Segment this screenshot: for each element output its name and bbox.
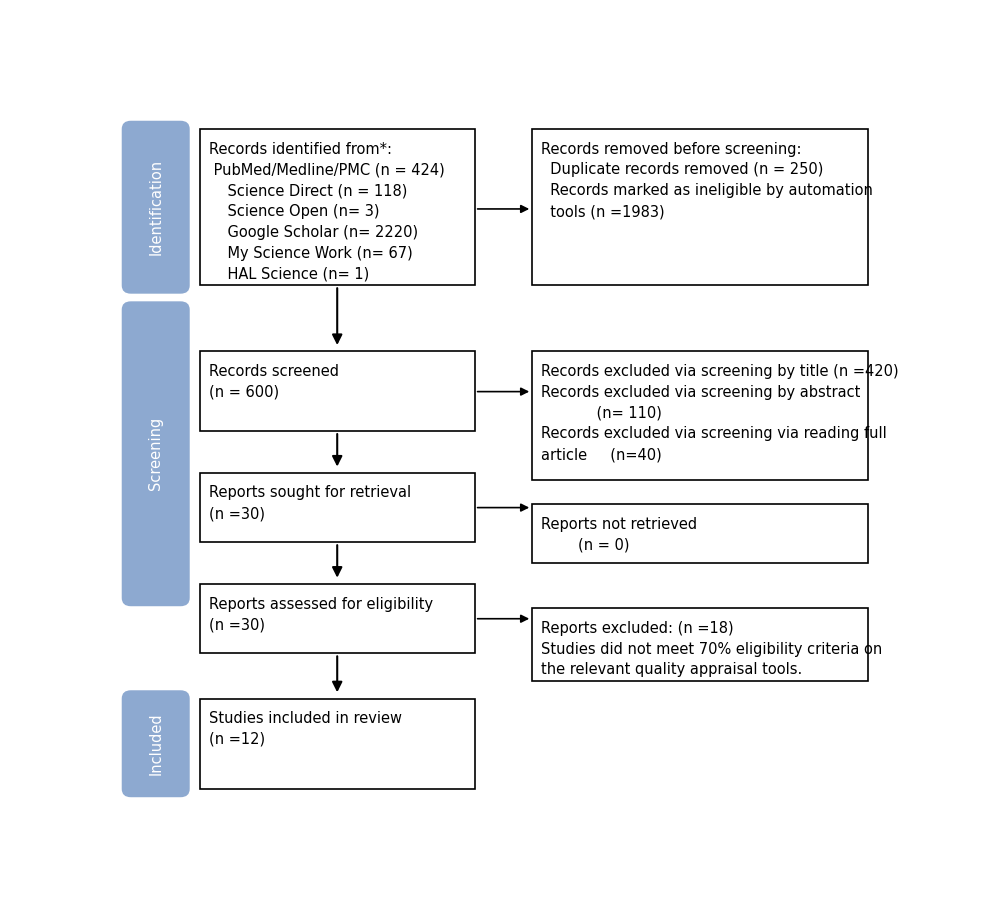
- Text: My Science Work (n= 67): My Science Work (n= 67): [209, 245, 412, 261]
- Text: (n =12): (n =12): [209, 732, 265, 747]
- Text: Records excluded via screening by title (n =420): Records excluded via screening by title …: [541, 364, 899, 379]
- FancyBboxPatch shape: [121, 301, 189, 606]
- Text: Reports assessed for eligibility: Reports assessed for eligibility: [209, 596, 433, 612]
- FancyBboxPatch shape: [121, 121, 189, 294]
- Text: Studies included in review: Studies included in review: [209, 711, 402, 726]
- Text: Screening: Screening: [148, 417, 164, 491]
- Text: Records excluded via screening via reading full: Records excluded via screening via readi…: [541, 427, 887, 441]
- FancyBboxPatch shape: [121, 690, 189, 797]
- Text: Duplicate records removed (n = 250): Duplicate records removed (n = 250): [541, 162, 823, 178]
- Text: Records identified from*:: Records identified from*:: [209, 142, 391, 157]
- Text: PubMed/Medline/PMC (n = 424): PubMed/Medline/PMC (n = 424): [209, 162, 445, 178]
- Text: (n= 110): (n= 110): [541, 406, 663, 420]
- Text: Records marked as ineligible by automation: Records marked as ineligible by automati…: [541, 183, 874, 198]
- FancyBboxPatch shape: [199, 698, 474, 789]
- FancyBboxPatch shape: [199, 129, 474, 285]
- Text: Studies did not meet 70% eligibility criteria on: Studies did not meet 70% eligibility cri…: [541, 641, 882, 657]
- Text: Reports sought for retrieval: Reports sought for retrieval: [209, 485, 411, 501]
- Text: Google Scholar (n= 2220): Google Scholar (n= 2220): [209, 225, 418, 240]
- FancyBboxPatch shape: [199, 473, 474, 542]
- FancyBboxPatch shape: [532, 608, 869, 681]
- Text: HAL Science (n= 1): HAL Science (n= 1): [209, 267, 369, 281]
- FancyBboxPatch shape: [199, 352, 474, 431]
- Text: Reports excluded: (n =18): Reports excluded: (n =18): [541, 621, 734, 636]
- Text: Science Open (n= 3): Science Open (n= 3): [209, 204, 380, 219]
- FancyBboxPatch shape: [199, 584, 474, 653]
- Text: Records screened: Records screened: [209, 364, 339, 379]
- Text: article     (n=40): article (n=40): [541, 447, 662, 462]
- Text: (n =30): (n =30): [209, 617, 265, 632]
- FancyBboxPatch shape: [532, 352, 869, 480]
- Text: (n = 0): (n = 0): [541, 538, 630, 552]
- Text: Records removed before screening:: Records removed before screening:: [541, 142, 802, 157]
- Text: the relevant quality appraisal tools.: the relevant quality appraisal tools.: [541, 662, 803, 677]
- Text: Reports not retrieved: Reports not retrieved: [541, 517, 697, 531]
- Text: tools (n =1983): tools (n =1983): [541, 204, 665, 219]
- FancyBboxPatch shape: [532, 129, 869, 285]
- Text: Identification: Identification: [148, 159, 164, 255]
- Text: (n =30): (n =30): [209, 506, 265, 521]
- Text: (n = 600): (n = 600): [209, 384, 279, 400]
- Text: Science Direct (n = 118): Science Direct (n = 118): [209, 183, 407, 198]
- Text: Records excluded via screening by abstract: Records excluded via screening by abstra…: [541, 384, 861, 400]
- FancyBboxPatch shape: [532, 504, 869, 563]
- Text: Included: Included: [148, 713, 164, 775]
